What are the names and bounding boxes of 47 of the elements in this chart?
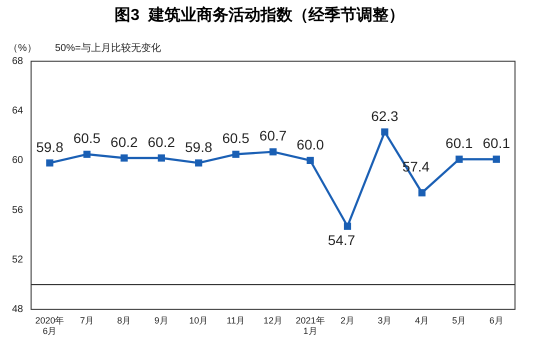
- point: [492, 156, 500, 163]
- text: 60.5: [222, 130, 250, 146]
- ref-line-label: 50%=与上月比较无变化: [55, 42, 161, 54]
- text: 60.1: [482, 135, 510, 152]
- point: [158, 154, 165, 162]
- x-tick-label: 2021年 1月: [296, 315, 325, 336]
- point: [83, 150, 91, 158]
- point: [418, 189, 426, 196]
- text: 60.0: [296, 136, 324, 152]
- point: [306, 156, 314, 164]
- x-tick-label: 7月: [80, 315, 94, 326]
- text: 59.8: [184, 138, 212, 155]
- point: [344, 222, 352, 230]
- x-tick-label: 4月: [414, 315, 429, 326]
- text: 60.2: [110, 134, 138, 150]
- x-tick-label: 11月: [226, 315, 246, 326]
- x-tick-label: 10月: [189, 315, 208, 326]
- point: [46, 159, 54, 167]
- x-tick-label: 12月: [264, 315, 283, 326]
- x-tick-label: 5月: [452, 315, 466, 326]
- y-tick-label: 60: [12, 155, 24, 166]
- text: 60.1: [446, 135, 473, 152]
- text: 60.2: [148, 134, 176, 150]
- text: 54.7: [328, 232, 356, 248]
- chart-title: 图3 建筑业商务活动指数（经季节调整）: [114, 6, 404, 24]
- y-tick-label: 52: [12, 254, 24, 266]
- y-axis-title: （%）: [8, 42, 37, 54]
- y-tick-label: 48: [12, 304, 24, 316]
- text: 59.8: [36, 138, 64, 155]
- point: [456, 156, 463, 163]
- x-tick-label: 3月: [378, 315, 392, 326]
- x-tick-label: 2020年 6月: [35, 315, 64, 336]
- y-tick-label: 64: [12, 106, 24, 117]
- x-tick-label: 8月: [117, 315, 132, 326]
- point: [195, 159, 202, 167]
- point: [381, 128, 388, 136]
- text: 60.5: [73, 130, 101, 146]
- x-tick-label: 6月: [489, 315, 504, 326]
- point: [232, 150, 240, 158]
- text: 60.7: [259, 128, 287, 144]
- y-tick-label: 68: [12, 56, 24, 67]
- point: [269, 148, 277, 156]
- x-tick-label: 9月: [154, 315, 168, 326]
- x-tick-label: 2月: [340, 315, 355, 326]
- y-tick-label: 56: [12, 204, 24, 216]
- text: 62.3: [371, 108, 398, 124]
- point: [120, 154, 128, 162]
